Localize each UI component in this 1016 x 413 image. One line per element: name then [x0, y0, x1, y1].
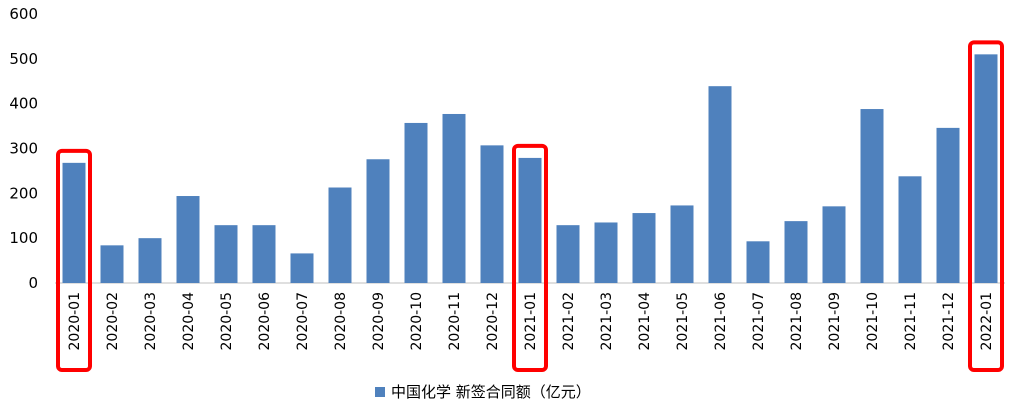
bar — [62, 162, 86, 283]
bar — [556, 225, 580, 283]
x-tick-label: 2021-07 — [751, 292, 767, 351]
highlight-box — [512, 143, 548, 372]
highlight-box — [56, 148, 92, 372]
y-tick-label: 0 — [28, 274, 38, 292]
y-tick-label: 500 — [9, 50, 38, 68]
x-tick-label: 2020-02 — [105, 292, 121, 351]
bar — [632, 213, 656, 283]
x-tick-label: 2020-11 — [447, 292, 463, 351]
bar — [898, 176, 922, 283]
y-tick-label: 300 — [9, 140, 38, 158]
x-tick-label: 2021-09 — [827, 292, 843, 351]
x-tick-label: 2021-02 — [561, 292, 577, 351]
x-tick-label: 2020-08 — [333, 292, 349, 351]
bar — [822, 206, 846, 283]
bar — [442, 113, 466, 283]
x-tick-label: 2021-01 — [523, 292, 539, 351]
bar — [860, 109, 884, 284]
x-tick-label: 2020-03 — [143, 292, 159, 351]
x-tick-label: 2022-01 — [979, 292, 995, 351]
bar — [936, 127, 960, 283]
x-tick-label: 2020-10 — [409, 292, 425, 351]
bar — [670, 205, 694, 283]
x-axis: 2020-01 2020-02 2020-03 2020-04 2020-05 2020-… — [67, 292, 995, 351]
x-tick-label: 2021-10 — [865, 292, 881, 351]
bar — [974, 54, 998, 283]
bar — [138, 238, 162, 283]
x-tick-label: 2021-06 — [713, 292, 729, 351]
y-tick-label: 600 — [9, 5, 38, 23]
bar — [366, 159, 390, 283]
legend-label: 中国化学 新签合同额（亿元） — [391, 383, 591, 401]
x-tick-label: 2020-01 — [67, 292, 83, 351]
bars — [62, 54, 998, 284]
bar — [100, 245, 124, 283]
bar — [594, 222, 618, 283]
bar — [518, 157, 542, 283]
bar — [404, 122, 428, 283]
x-tick-label: 2021-05 — [675, 292, 691, 351]
x-tick-label: 2020-09 — [371, 292, 387, 351]
highlight-box — [968, 40, 1004, 372]
x-tick-label: 2021-08 — [789, 292, 805, 351]
y-axis: 0 100 200 300 400 500 600 — [9, 5, 1005, 292]
bar — [480, 145, 504, 283]
x-tick-label: 2021-11 — [903, 292, 919, 351]
x-tick-label: 2020-04 — [181, 292, 197, 351]
x-tick-label: 2020-05 — [219, 292, 235, 351]
x-tick-label: 2020-06 — [257, 292, 273, 351]
bar — [328, 187, 352, 283]
x-tick-label: 2021-04 — [637, 292, 653, 351]
x-tick-label: 2021-03 — [599, 292, 615, 351]
x-tick-label: 2020-12 — [485, 292, 501, 351]
legend: 中国化学 新签合同额（亿元） — [375, 383, 591, 401]
bar — [252, 225, 276, 283]
bar — [290, 253, 314, 283]
legend-swatch — [375, 387, 385, 397]
x-tick-label: 2020-07 — [295, 292, 311, 351]
bar — [746, 241, 770, 283]
bar — [708, 86, 732, 283]
x-tick-label: 2021-12 — [941, 292, 957, 351]
bar — [214, 225, 238, 283]
y-tick-label: 200 — [9, 184, 38, 202]
y-tick-label: 400 — [9, 95, 38, 113]
bar — [176, 196, 200, 283]
bar — [784, 221, 808, 283]
y-tick-label: 100 — [9, 229, 38, 247]
highlight-boxes — [56, 40, 1004, 372]
